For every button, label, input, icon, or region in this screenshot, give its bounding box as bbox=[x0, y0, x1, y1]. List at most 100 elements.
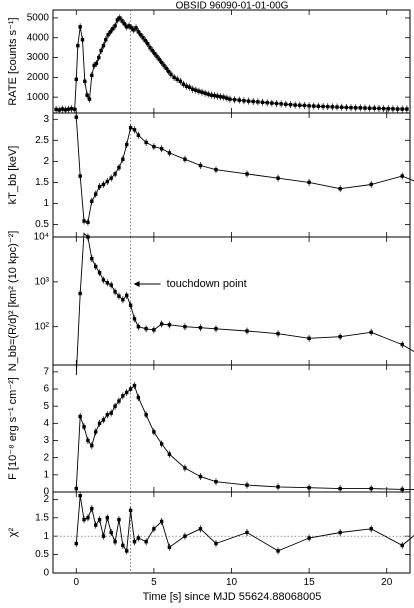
data-point bbox=[115, 18, 120, 22]
data-point bbox=[228, 97, 232, 101]
y-tick-label: 2 bbox=[43, 452, 49, 463]
data-point bbox=[148, 45, 152, 50]
data-point bbox=[109, 530, 113, 535]
data-point bbox=[330, 105, 335, 109]
panel-frame bbox=[52, 364, 411, 493]
y-tick-label: 0 bbox=[43, 487, 49, 498]
y-tick-label: 5 bbox=[43, 401, 49, 412]
data-point bbox=[335, 105, 339, 109]
data-point bbox=[166, 69, 171, 74]
data-point bbox=[198, 527, 203, 531]
data-point bbox=[113, 540, 117, 544]
data-point bbox=[214, 480, 218, 484]
x-tick-label: 15 bbox=[304, 577, 316, 588]
data-point bbox=[159, 60, 164, 65]
data-point bbox=[245, 483, 249, 487]
data-point bbox=[159, 442, 164, 446]
data-point bbox=[169, 72, 173, 77]
data-point bbox=[150, 48, 155, 53]
x-tick-label: 20 bbox=[381, 577, 393, 588]
data-point bbox=[97, 270, 102, 275]
data-point bbox=[340, 105, 344, 109]
chart-title: OBSID 96090-01-01-00G bbox=[176, 1, 289, 12]
data-point bbox=[198, 474, 203, 479]
data-point bbox=[159, 519, 164, 524]
data-point bbox=[132, 383, 137, 388]
data-point bbox=[122, 22, 127, 26]
data-point bbox=[128, 303, 133, 308]
data-point bbox=[245, 329, 249, 333]
data-point bbox=[369, 486, 373, 491]
data-point bbox=[94, 61, 99, 66]
y-axis-label-rate: RATE [counts s⁻¹] bbox=[7, 17, 19, 105]
data-point bbox=[209, 93, 214, 97]
data-point bbox=[127, 24, 131, 28]
panel-chi2: 0 0.5 1 1.5 2 χ² 0 5 10 15 20 bbox=[7, 491, 414, 588]
data-point bbox=[178, 79, 182, 84]
data-point bbox=[245, 530, 249, 535]
data-point bbox=[187, 85, 192, 89]
data-point bbox=[90, 73, 94, 78]
data-point bbox=[125, 293, 129, 298]
data-point bbox=[400, 342, 404, 347]
data-point bbox=[132, 317, 137, 321]
data-point bbox=[284, 102, 288, 106]
data-point bbox=[288, 102, 293, 107]
data-point bbox=[109, 411, 113, 415]
data-point bbox=[105, 281, 110, 285]
data-point bbox=[86, 235, 90, 239]
y-tick-label: 1000 bbox=[27, 92, 50, 103]
data-point bbox=[245, 172, 249, 176]
panel-norm: 10² 10³ 10⁴ N_bb=(R/d)² [km² (10 kpc)⁻²] tou… bbox=[7, 231, 414, 376]
data-point bbox=[214, 541, 218, 546]
panel-ktbb: 0.5 1 1.5 2 2.5 3 kT_bb [keV] bbox=[7, 112, 414, 238]
y-axis-label-flux: F [10⁻⁸ erg s⁻¹ cm⁻²] bbox=[7, 377, 19, 480]
data-point bbox=[90, 506, 94, 511]
data-point bbox=[113, 290, 117, 294]
data-point bbox=[183, 534, 187, 538]
data-point bbox=[181, 82, 186, 86]
data-point bbox=[80, 38, 85, 42]
data-point bbox=[144, 540, 148, 544]
x-tick-label: 10 bbox=[226, 577, 238, 588]
data-point bbox=[405, 107, 409, 111]
data-point bbox=[369, 527, 373, 531]
panel-frame bbox=[52, 236, 411, 366]
x-axis-label: Time [s] since MJD 55624.88068005 bbox=[143, 591, 322, 603]
data-point bbox=[143, 39, 148, 43]
data-point bbox=[279, 102, 283, 106]
data-point bbox=[74, 115, 78, 119]
y-tick-label: 2 bbox=[43, 156, 49, 167]
data-point bbox=[125, 142, 129, 147]
data-point bbox=[162, 63, 166, 68]
data-point bbox=[78, 174, 82, 178]
data-point bbox=[82, 219, 86, 223]
panel-frame bbox=[52, 112, 411, 238]
data-point bbox=[144, 140, 148, 145]
data-point bbox=[198, 326, 203, 330]
data-point bbox=[78, 414, 82, 419]
data-point bbox=[344, 105, 349, 110]
data-point bbox=[367, 106, 372, 110]
data-point bbox=[386, 106, 390, 111]
y-tick-label: 3000 bbox=[27, 52, 50, 63]
data-point bbox=[125, 390, 129, 395]
data-point bbox=[104, 38, 108, 42]
data-point bbox=[298, 103, 302, 107]
annotation-text: touchdown point bbox=[167, 278, 247, 290]
data-point bbox=[400, 174, 404, 178]
data-point bbox=[276, 485, 280, 489]
data-point bbox=[57, 108, 61, 112]
data-point bbox=[167, 452, 172, 456]
data-point bbox=[214, 168, 218, 172]
data-point bbox=[307, 536, 311, 540]
y-tick-label: 2 bbox=[43, 494, 49, 505]
data-point bbox=[120, 19, 124, 23]
y-tick-label: 0.5 bbox=[35, 219, 49, 230]
data-point bbox=[307, 336, 311, 341]
data-point bbox=[132, 128, 137, 132]
data-point bbox=[326, 104, 330, 109]
y-tick-label: 1 bbox=[43, 469, 49, 480]
data-point bbox=[184, 84, 189, 88]
